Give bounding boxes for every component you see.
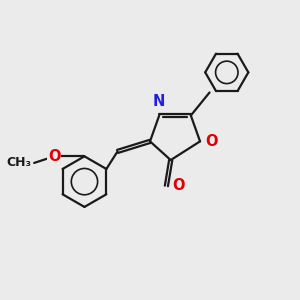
Text: O: O [172, 178, 185, 194]
Text: CH₃: CH₃ [6, 156, 31, 170]
Text: N: N [153, 94, 165, 109]
Text: O: O [48, 149, 61, 164]
Text: O: O [205, 134, 218, 149]
